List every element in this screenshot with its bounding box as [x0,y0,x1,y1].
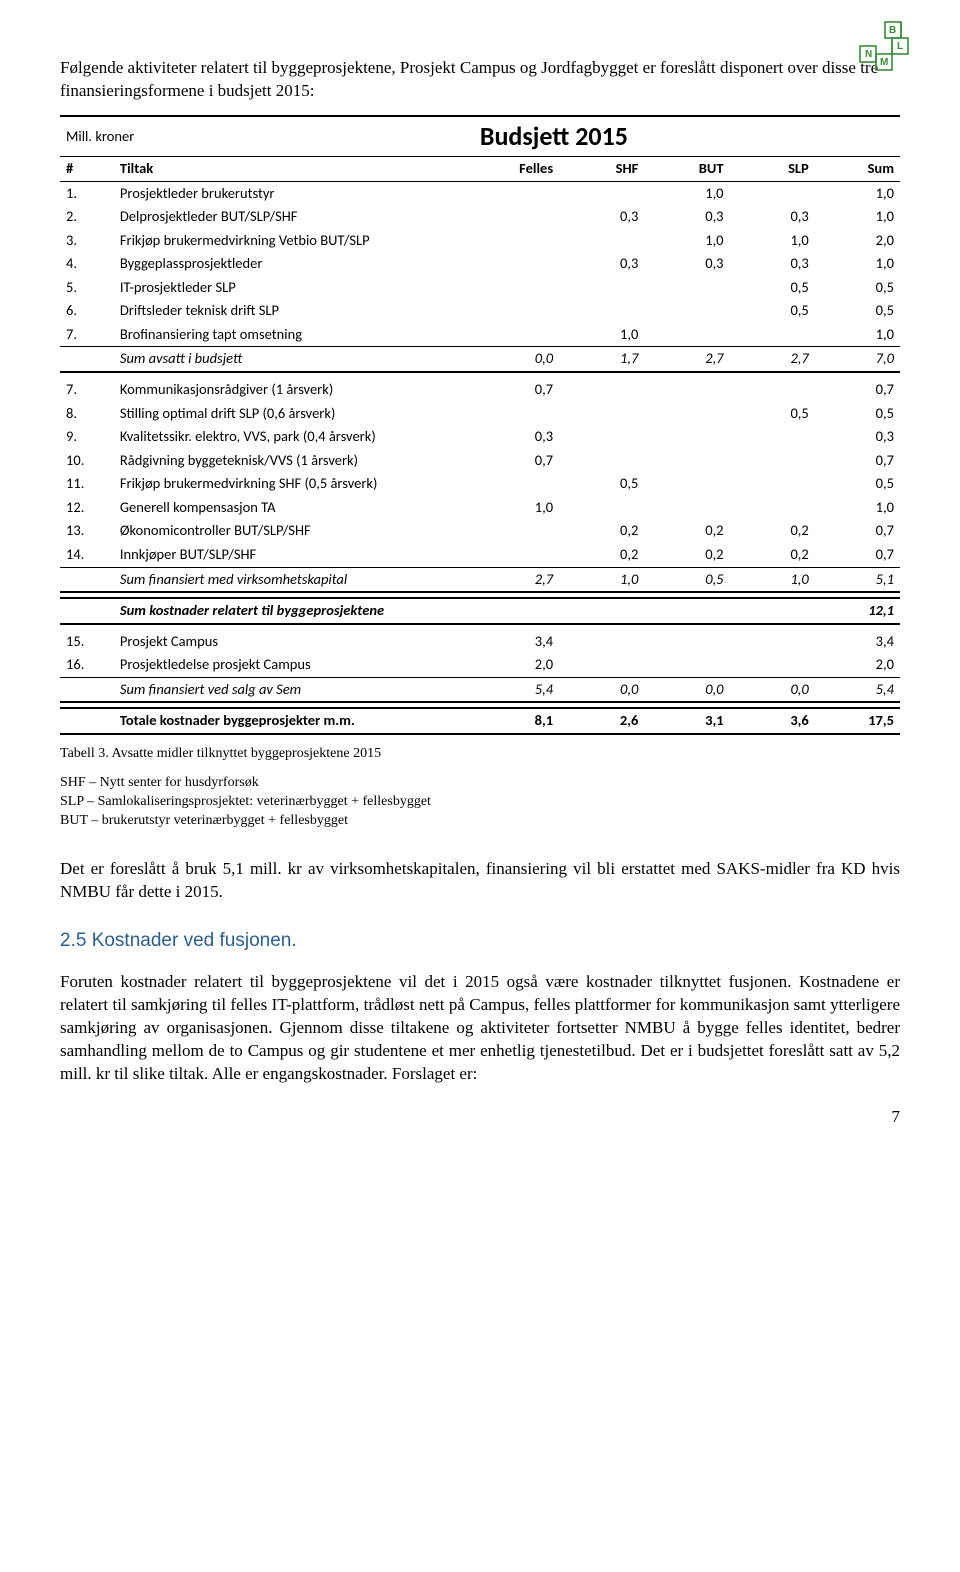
intro-paragraph: Følgende aktiviteter relatert til byggep… [60,57,900,103]
sum2-label: Sum finansiert med virksomhetskapital [114,567,474,592]
abbr-shf: SHF – Nytt senter for husdyrforsøk [60,774,900,793]
abbr-slp: SLP – Samlokaliseringsprosjektet: veteri… [60,793,900,812]
table-row: 15.Prosjekt Campus3,43,4 [60,630,900,654]
svg-text:N: N [865,49,872,60]
table-row: 16.Prosjektledelse prosjekt Campus2,02,0 [60,653,900,677]
table-row: 6.Driftsleder teknisk drift SLP0,50,5 [60,299,900,323]
table-row: 7.Kommunikasjonsrådgiver (1 årsverk)0,70… [60,378,900,402]
sum3-label: Sum kostnader relatert til byggeprosjekt… [114,598,474,624]
col-felles: Felles [474,156,559,181]
table-caption: Tabell 3. Avsatte midler tilknyttet bygg… [60,745,900,764]
table-row: 2.Delprosjektleder BUT/SLP/SHF0,30,30,31… [60,205,900,229]
table-row: 1.Prosjektleder brukerutstyr1,01,0 [60,181,900,205]
col-tiltak: Tiltak [114,156,474,181]
svg-text:L: L [897,41,903,52]
page-number: 7 [60,1106,900,1129]
section-heading: 2.5 Kostnader ved fusjonen. [60,928,900,954]
table-row: 12.Generell kompensasjon TA1,01,0 [60,496,900,520]
table-corner: Mill. kroner [60,116,474,157]
table-row: 5.IT-prosjektleder SLP0,50,5 [60,276,900,300]
table-row: 14.Innkjøper BUT/SLP/SHF0,20,20,20,7 [60,543,900,567]
paragraph-1: Det er foreslått å bruk 5,1 mill. kr av … [60,858,900,904]
col-sum: Sum [815,156,900,181]
col-slp: SLP [730,156,815,181]
abbr-but: BUT – brukerutstyr veterinærbygget + fel… [60,812,900,831]
table-row: 11.Frikjøp brukermedvirkning SHF (0,5 år… [60,472,900,496]
svg-text:B: B [889,25,896,36]
col-hash: # [60,156,114,181]
abbreviations: SHF – Nytt senter for husdyrforsøk SLP –… [60,774,900,831]
table-row: 10.Rådgivning byggeteknisk/VVS (1 årsver… [60,449,900,473]
table-row: 9.Kvalitetssikr. elektro, VVS, park (0,4… [60,425,900,449]
paragraph-2: Foruten kostnader relatert til byggepros… [60,971,900,1086]
total-label: Totale kostnader byggeprosjekter m.m. [114,708,474,734]
col-but: BUT [644,156,729,181]
table-row: 3.Frikjøp brukermedvirkning Vetbio BUT/S… [60,229,900,253]
table-row: 7.Brofinansiering tapt omsetning1,01,0 [60,323,900,347]
table-row: 8.Stilling optimal drift SLP (0,6 årsver… [60,402,900,426]
nmbu-logo-icon: B L M N [856,20,910,81]
sum4-label: Sum finansiert ved salg av Sem [114,677,474,702]
table-title: Budsjett 2015 [474,116,900,157]
table-row: 4.Byggeplassprosjektleder0,30,30,31,0 [60,252,900,276]
table-row: 13.Økonomicontroller BUT/SLP/SHF0,20,20,… [60,519,900,543]
budget-table: Mill. kroner Budsjett 2015 # Tiltak Fell… [60,115,900,735]
sum1-label: Sum avsatt i budsjett [114,347,474,372]
col-shf: SHF [559,156,644,181]
svg-text:M: M [880,57,888,68]
